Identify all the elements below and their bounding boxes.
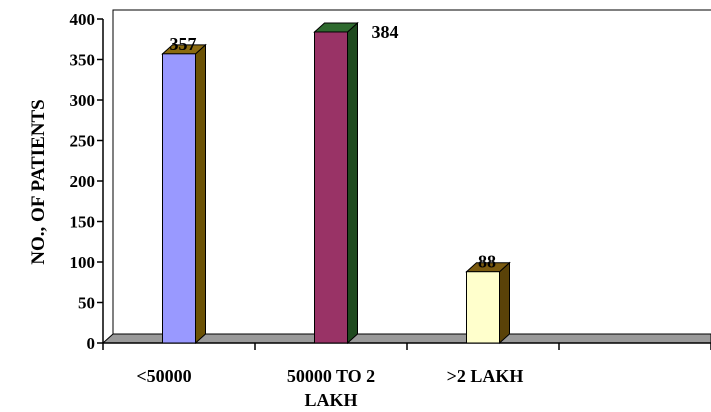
- data-label: 357: [170, 34, 197, 54]
- y-tick-label: 400: [70, 10, 96, 29]
- data-label: 384: [372, 22, 399, 42]
- bar-side: [347, 21, 358, 345]
- x-category-label: >2 LAKH: [447, 366, 524, 386]
- y-tick-label: 100: [70, 253, 96, 272]
- data-label: 88: [478, 252, 496, 272]
- bar-front: [162, 53, 196, 344]
- bar: [161, 43, 207, 345]
- y-tick-label: 150: [70, 213, 96, 232]
- y-tick-label: 300: [70, 91, 96, 110]
- x-category-label: 50000 TO 2 LAKH: [287, 366, 375, 410]
- x-category-label: <50000: [136, 366, 191, 386]
- y-tick-label: 50: [78, 294, 95, 313]
- bar-side: [195, 43, 206, 345]
- bar: [313, 21, 359, 345]
- bar-front: [466, 271, 500, 344]
- y-tick-label: 250: [70, 132, 96, 151]
- y-axis-title: NO., OF PATIENTS: [28, 99, 49, 264]
- y-tick-label: 0: [87, 334, 96, 353]
- plot-frame: [112, 9, 711, 334]
- bar: [465, 261, 511, 345]
- y-tick-label: 350: [70, 51, 96, 70]
- y-tick-label: 200: [70, 172, 96, 191]
- bar-side: [499, 261, 510, 345]
- bar-front: [314, 31, 348, 344]
